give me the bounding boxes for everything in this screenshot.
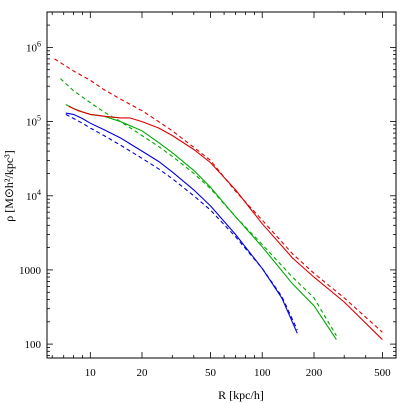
chart-series-group <box>54 58 383 340</box>
x-axis-label: R [kpc/h] <box>218 388 264 402</box>
chart-ticks-group: 10 20 50 100 200 500 100 1000 104 105 106 <box>19 11 397 379</box>
x-tick-label: 200 <box>306 367 323 379</box>
y-tick-label: 104 <box>26 188 41 203</box>
y-tick-label: 1000 <box>19 265 42 277</box>
y-tick-label: 105 <box>26 114 41 129</box>
plot-frame <box>46 11 397 359</box>
series-line-1-solid <box>65 112 298 334</box>
x-tick-label: 50 <box>205 367 217 379</box>
series-line-4-dashed <box>60 78 337 336</box>
y-tick-label: 100 <box>25 339 42 351</box>
x-tick-label: 20 <box>137 367 149 379</box>
y-axis-label: ρ [M⊙h²/kpc³] <box>2 150 16 222</box>
series-line-2-dashed <box>65 113 298 331</box>
x-tick-label: 100 <box>254 367 271 379</box>
x-tick-label: 10 <box>85 367 97 379</box>
series-line-6-dashed <box>54 58 383 333</box>
series-line-3-solid <box>65 104 337 340</box>
y-tick-label: 106 <box>26 39 41 54</box>
x-tick-label: 500 <box>374 367 391 379</box>
series-line-5-solid <box>68 105 383 340</box>
